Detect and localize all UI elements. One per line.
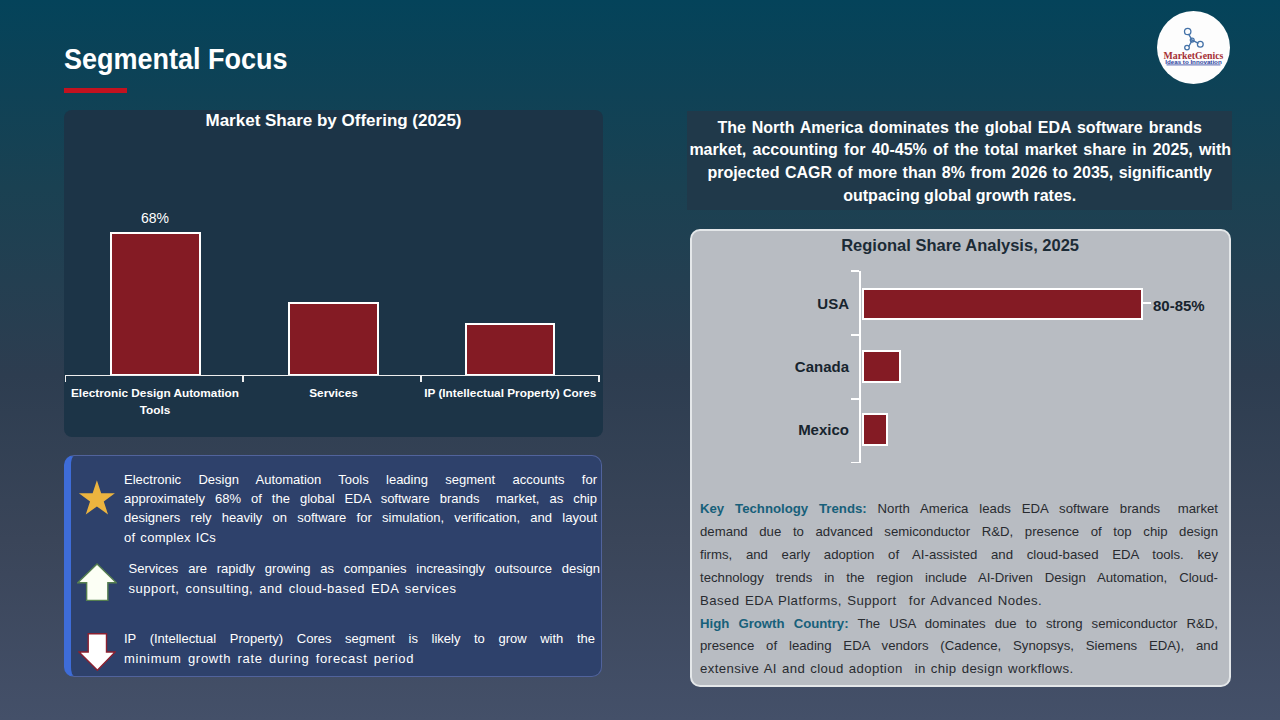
svg-text:Ideas to Innovation: Ideas to Innovation [1165, 58, 1222, 65]
